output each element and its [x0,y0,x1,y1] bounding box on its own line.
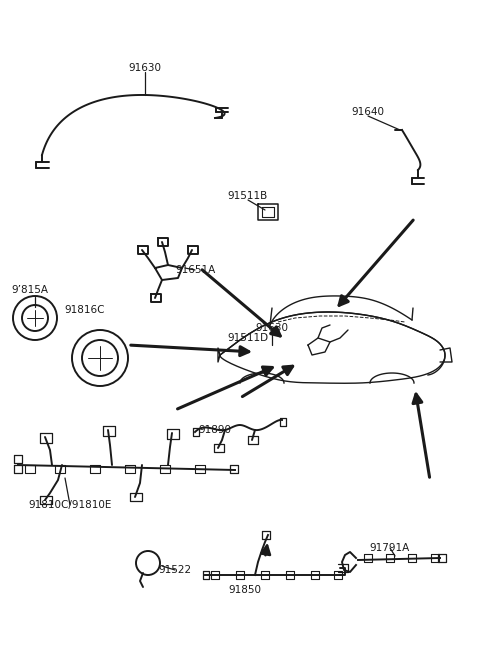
Text: 91850: 91850 [228,585,262,595]
Text: 91816C: 91816C [65,305,105,315]
Text: 91511B: 91511B [228,191,268,201]
Text: 91890: 91890 [199,425,231,435]
Text: 91630: 91630 [255,323,288,333]
Text: 91640: 91640 [351,107,384,117]
Text: 91651A: 91651A [175,265,215,275]
Text: 91511D: 91511D [228,333,269,343]
Text: 91630: 91630 [129,63,161,73]
Text: 9’815A: 9’815A [12,285,48,295]
Text: 91522: 91522 [158,565,192,575]
Text: 91791A: 91791A [370,543,410,553]
Text: 91810C/91810E: 91810C/91810E [28,500,112,510]
